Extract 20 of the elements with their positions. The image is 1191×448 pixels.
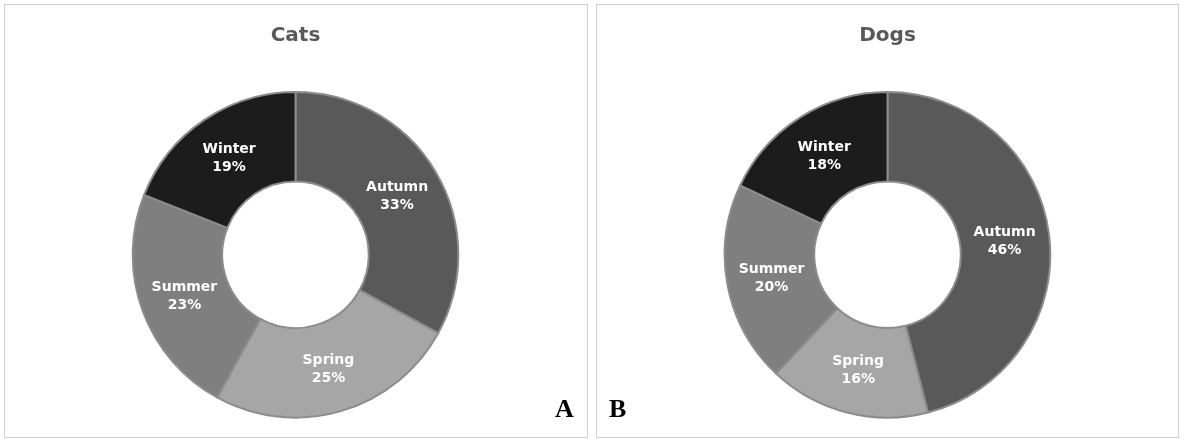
data-label: 20% — [754, 278, 788, 295]
data-label: 19% — [212, 158, 246, 175]
text: B — [608, 394, 626, 423]
slice-label: Winter — [202, 140, 256, 157]
slice-label: Autumn — [366, 177, 429, 194]
slice-label: Autumn — [973, 222, 1036, 239]
slice-label: Winter — [797, 138, 851, 155]
data-label: 16% — [840, 370, 875, 387]
data-label: 18% — [806, 156, 841, 173]
data-label: 46% — [987, 241, 1021, 258]
slice-label: Spring — [302, 351, 355, 368]
slice-label: Spring — [831, 352, 884, 369]
slice-label: Summer — [151, 277, 218, 294]
chart-title: Dogs — [858, 21, 916, 46]
data-label: 25% — [311, 369, 346, 386]
text: A — [555, 394, 574, 423]
slice-label: Summer — [738, 259, 804, 276]
data-label: 23% — [167, 295, 202, 312]
data-label: 33% — [380, 195, 414, 212]
chart-title: Cats — [270, 21, 321, 46]
